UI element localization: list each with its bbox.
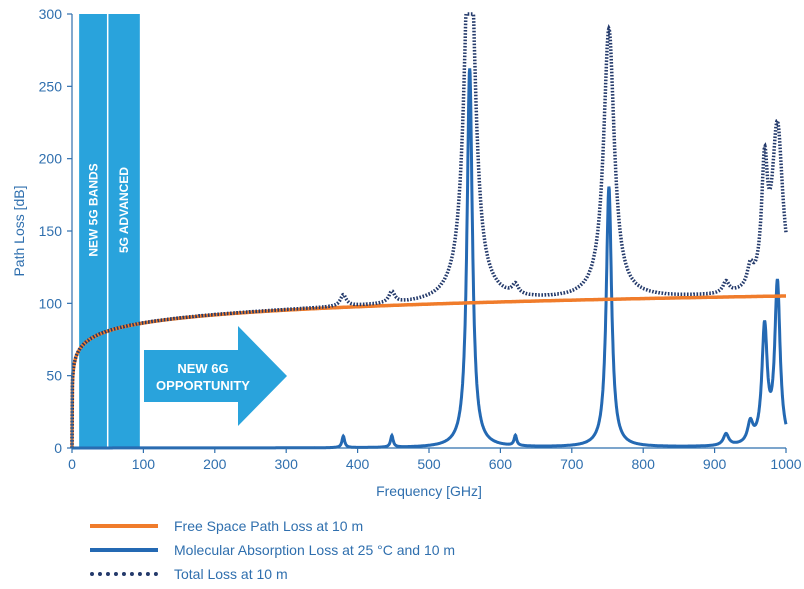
legend-label-molecular: Molecular Absorption Loss at 25 °C and 1…: [174, 542, 456, 558]
x-tick-label: 700: [560, 456, 584, 472]
new-6g-arrow: NEW 6G OPPORTUNITY: [144, 326, 287, 426]
legend-label-total: Total Loss at 10 m: [174, 566, 288, 582]
legend: Free Space Path Loss at 10 m Molecular A…: [90, 514, 455, 586]
path-loss-chart: NEW 6G OPPORTUNITY NEW 5G BANDS 5G ADVAN…: [11, 6, 802, 499]
band-shading: [79, 14, 140, 448]
y-tick-label: 300: [39, 6, 63, 22]
x-tick-label: 0: [68, 456, 76, 472]
legend-swatch-total: [90, 572, 158, 576]
arrow-text-line2: OPPORTUNITY: [156, 378, 250, 393]
legend-swatch-fspl: [90, 524, 158, 528]
legend-swatch-molecular: [90, 548, 158, 552]
x-axis-title: Frequency [GHz]: [376, 483, 482, 499]
y-tick-label: 100: [39, 295, 63, 311]
x-tick-label: 1000: [770, 456, 801, 472]
band-label-5g-advanced: 5G ADVANCED: [117, 167, 131, 253]
y-tick-label: 150: [39, 223, 63, 239]
x-tick-label: 800: [632, 456, 656, 472]
arrow-shape: [144, 326, 287, 426]
x-tick-label: 600: [489, 456, 513, 472]
x-tick-label: 200: [203, 456, 227, 472]
y-tick-label: 250: [39, 78, 63, 94]
band-label-new-5g: NEW 5G BANDS: [86, 163, 100, 256]
y-tick-label: 200: [39, 151, 63, 167]
series-free-space-path-loss: [70, 294, 786, 449]
legend-item-total: Total Loss at 10 m: [90, 562, 455, 586]
y-axis-title: Path Loss [dB]: [11, 185, 27, 276]
arrow-text-line1: NEW 6G: [177, 361, 228, 376]
x-tick-label: 400: [346, 456, 370, 472]
band-rect-1: [79, 14, 108, 448]
y-tick-label: 0: [54, 440, 62, 456]
band-rect-2: [107, 14, 140, 448]
y-tick-label: 50: [46, 368, 62, 384]
legend-label-fspl: Free Space Path Loss at 10 m: [174, 518, 364, 534]
legend-item-molecular: Molecular Absorption Loss at 25 °C and 1…: [90, 538, 455, 562]
legend-item-fspl: Free Space Path Loss at 10 m: [90, 514, 455, 538]
series-total-loss: [70, 12, 788, 449]
x-tick-label: 100: [132, 456, 156, 472]
ticks: 0 100 200 300 400 500 600 700 800 900 1000 0 50 100 15…: [39, 6, 802, 472]
x-tick-label: 900: [703, 456, 727, 472]
band-labels: NEW 5G BANDS 5G ADVANCED: [86, 163, 130, 256]
x-tick-label: 300: [275, 456, 299, 472]
x-tick-label: 500: [417, 456, 441, 472]
